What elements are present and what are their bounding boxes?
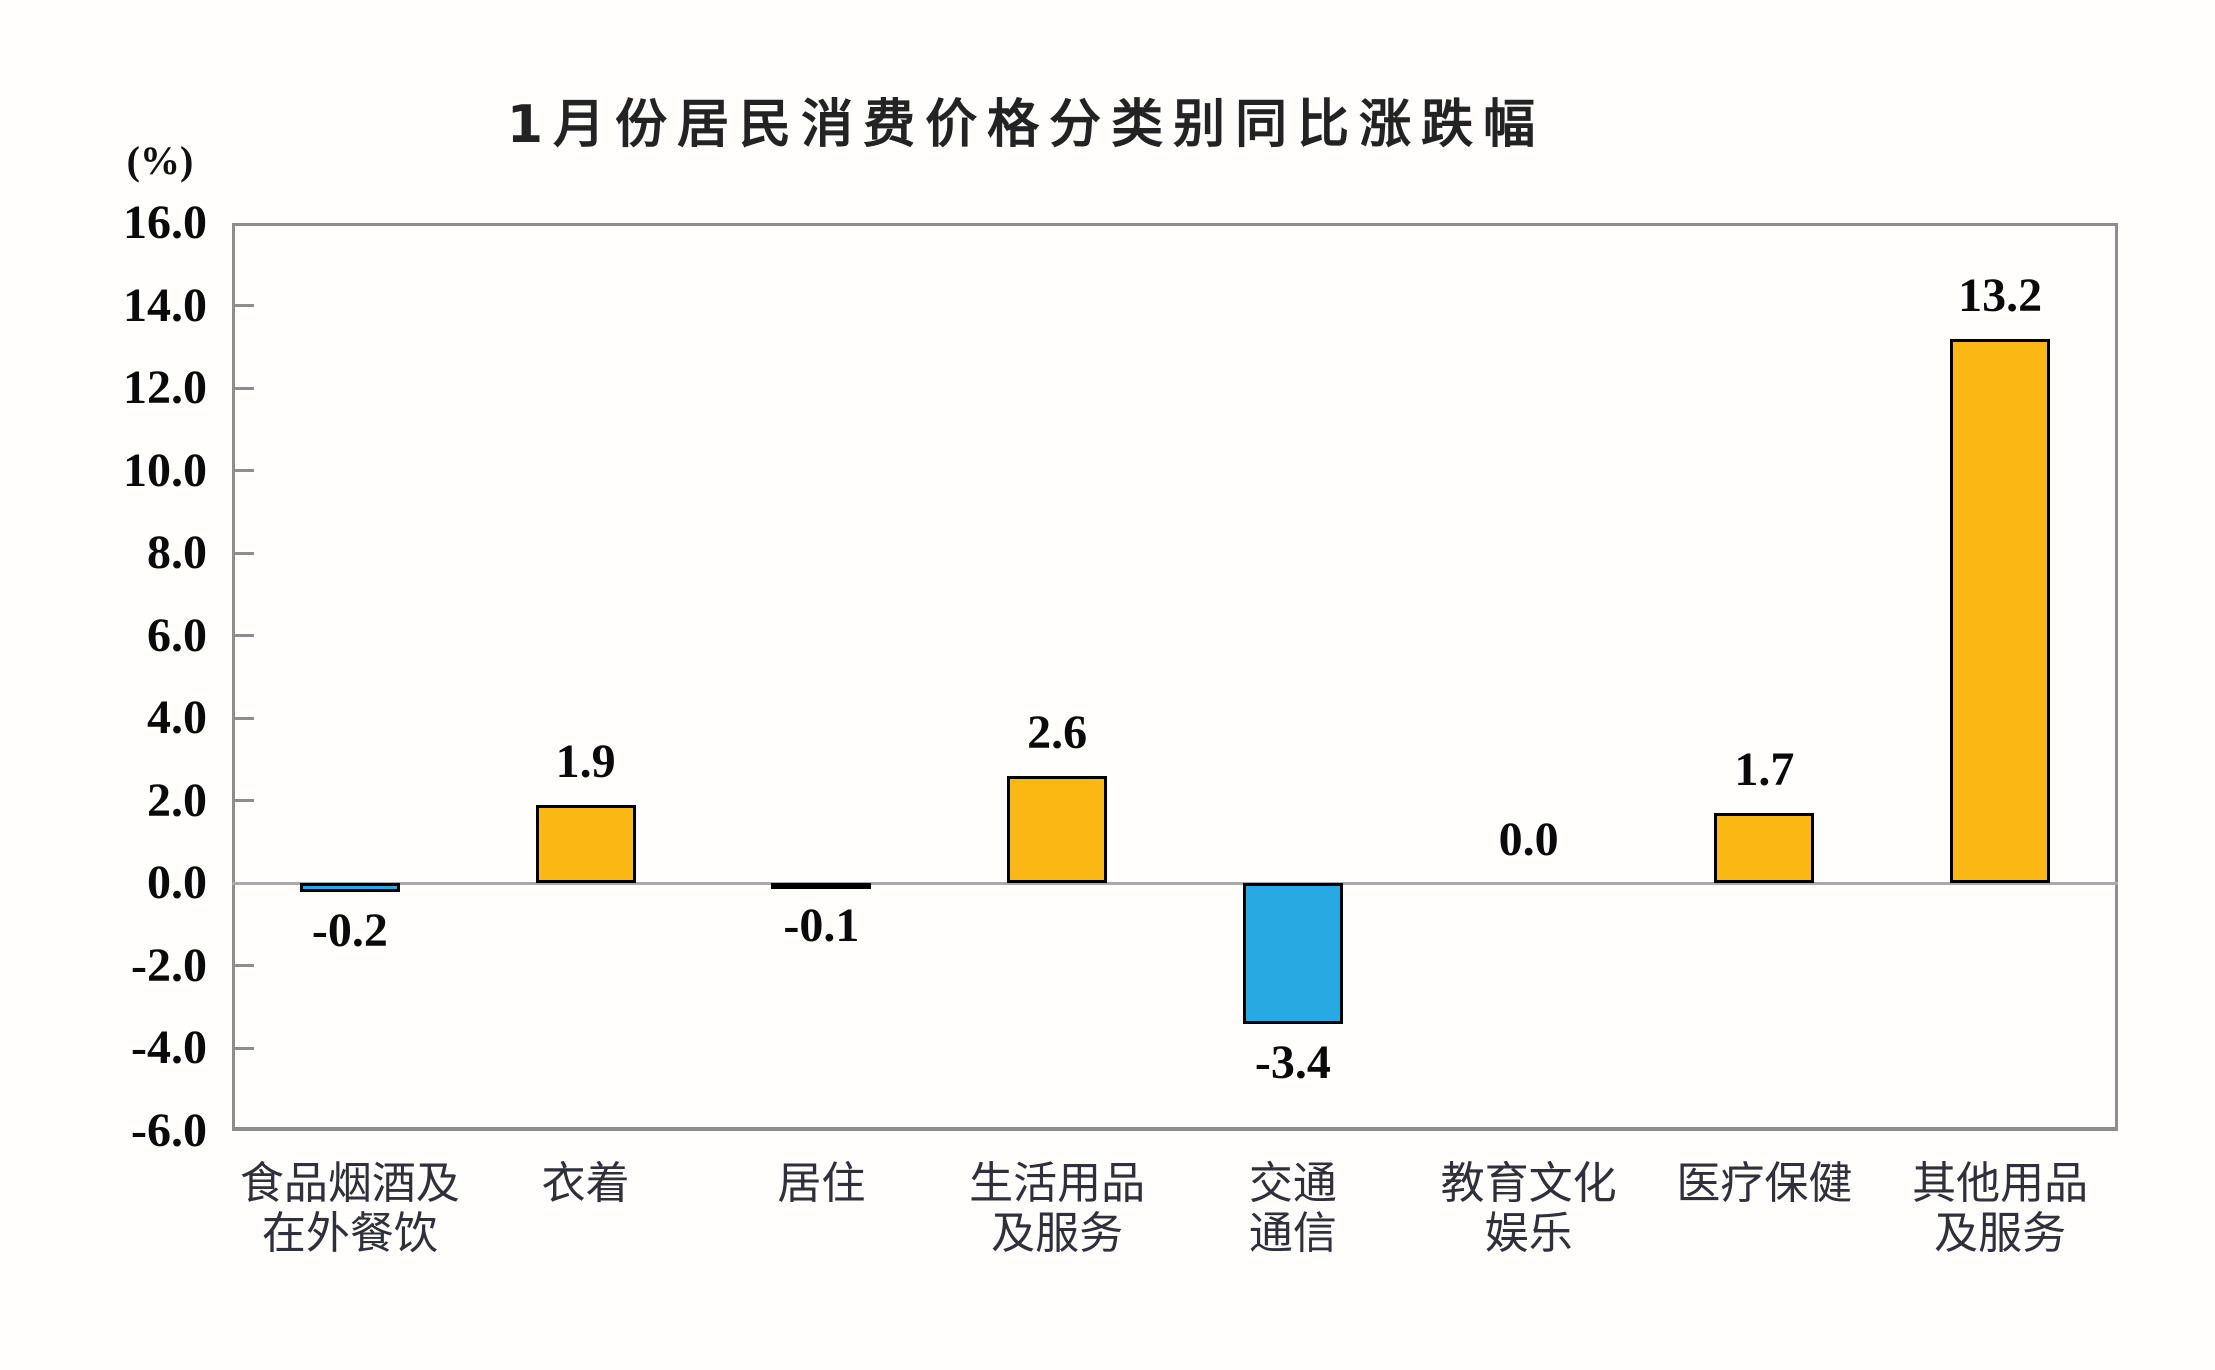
y-tick-label: -6.0 — [131, 1104, 207, 1157]
bar-7 — [1950, 338, 2051, 884]
category-label-line: 食品烟酒及 — [239, 1158, 460, 1209]
y-axis-unit-label: (%) — [126, 138, 194, 183]
y-tick-label: 12.0 — [123, 361, 207, 415]
category-label-line: 衣着 — [541, 1158, 630, 1209]
y-tick-mark — [232, 716, 254, 720]
bar-3 — [1007, 776, 1108, 884]
bar-value-label: 2.6 — [1027, 706, 1088, 760]
y-tick-label: 8.0 — [147, 526, 207, 580]
y-tick-mark — [232, 304, 254, 308]
category-label-line: 教育文化 — [1440, 1158, 1617, 1209]
y-tick-mark — [232, 469, 254, 473]
y-tick-mark — [232, 799, 254, 803]
y-tick-label: 4.0 — [147, 691, 207, 745]
bar-value-label: -0.2 — [311, 903, 388, 957]
plot-area — [232, 223, 2118, 1131]
bar-1 — [535, 804, 636, 884]
y-tick-label: -4.0 — [131, 1021, 207, 1075]
y-tick-mark — [232, 1046, 254, 1050]
bar-value-label: 0.0 — [1498, 813, 1559, 867]
category-label-line: 及服务 — [1934, 1208, 2067, 1259]
category-label-line: 通信 — [1248, 1208, 1337, 1259]
category-label-line: 其他用品 — [1912, 1158, 2089, 1209]
category-label: 医疗保健 — [1614, 1159, 1914, 1209]
category-label: 教育文化 娱乐 — [1379, 1159, 1679, 1259]
bar-6 — [1714, 813, 1815, 884]
y-tick-label: 14.0 — [123, 278, 207, 332]
bar-value-label: -0.1 — [783, 899, 860, 953]
y-tick-label: 16.0 — [123, 196, 207, 249]
category-label-line: 及服务 — [991, 1208, 1124, 1259]
category-label-line: 生活用品 — [969, 1158, 1146, 1209]
bar-2 — [771, 883, 872, 890]
category-label: 居住 — [671, 1159, 971, 1209]
category-label: 生活用品 及服务 — [907, 1159, 1207, 1259]
category-label-line: 交通 — [1248, 1158, 1337, 1209]
category-label-line: 在外餐饮 — [261, 1208, 438, 1259]
category-label: 食品烟酒及 在外餐饮 — [200, 1159, 500, 1259]
bar-value-label: -3.4 — [1254, 1035, 1331, 1089]
y-tick-mark — [232, 634, 254, 638]
bar-value-label: 13.2 — [1958, 268, 2043, 322]
category-label-line: 娱乐 — [1484, 1208, 1573, 1259]
y-tick-label: 2.0 — [147, 773, 207, 827]
y-tick-label: 10.0 — [123, 443, 207, 497]
category-label: 其他用品 及服务 — [1850, 1159, 2150, 1259]
bar-value-label: 1.9 — [555, 734, 616, 788]
category-label: 交通 通信 — [1143, 1159, 1443, 1259]
bar-0 — [299, 883, 400, 892]
y-tick-label: -2.0 — [131, 938, 207, 992]
y-tick-mark — [232, 964, 254, 968]
category-label: 衣着 — [436, 1159, 736, 1209]
y-tick-label: 6.0 — [147, 608, 207, 662]
zero-line — [232, 881, 2118, 885]
category-label-line: 居住 — [777, 1158, 866, 1209]
y-tick-mark — [232, 386, 254, 390]
bar-value-label: 1.7 — [1734, 743, 1795, 797]
bar-4 — [1242, 883, 1343, 1024]
y-tick-label: 0.0 — [147, 856, 207, 910]
y-tick-mark — [232, 551, 254, 555]
chart-title: 1月份居民消费价格分类别同比涨跌幅 — [506, 95, 1546, 155]
category-label-line: 医疗保健 — [1676, 1158, 1853, 1209]
